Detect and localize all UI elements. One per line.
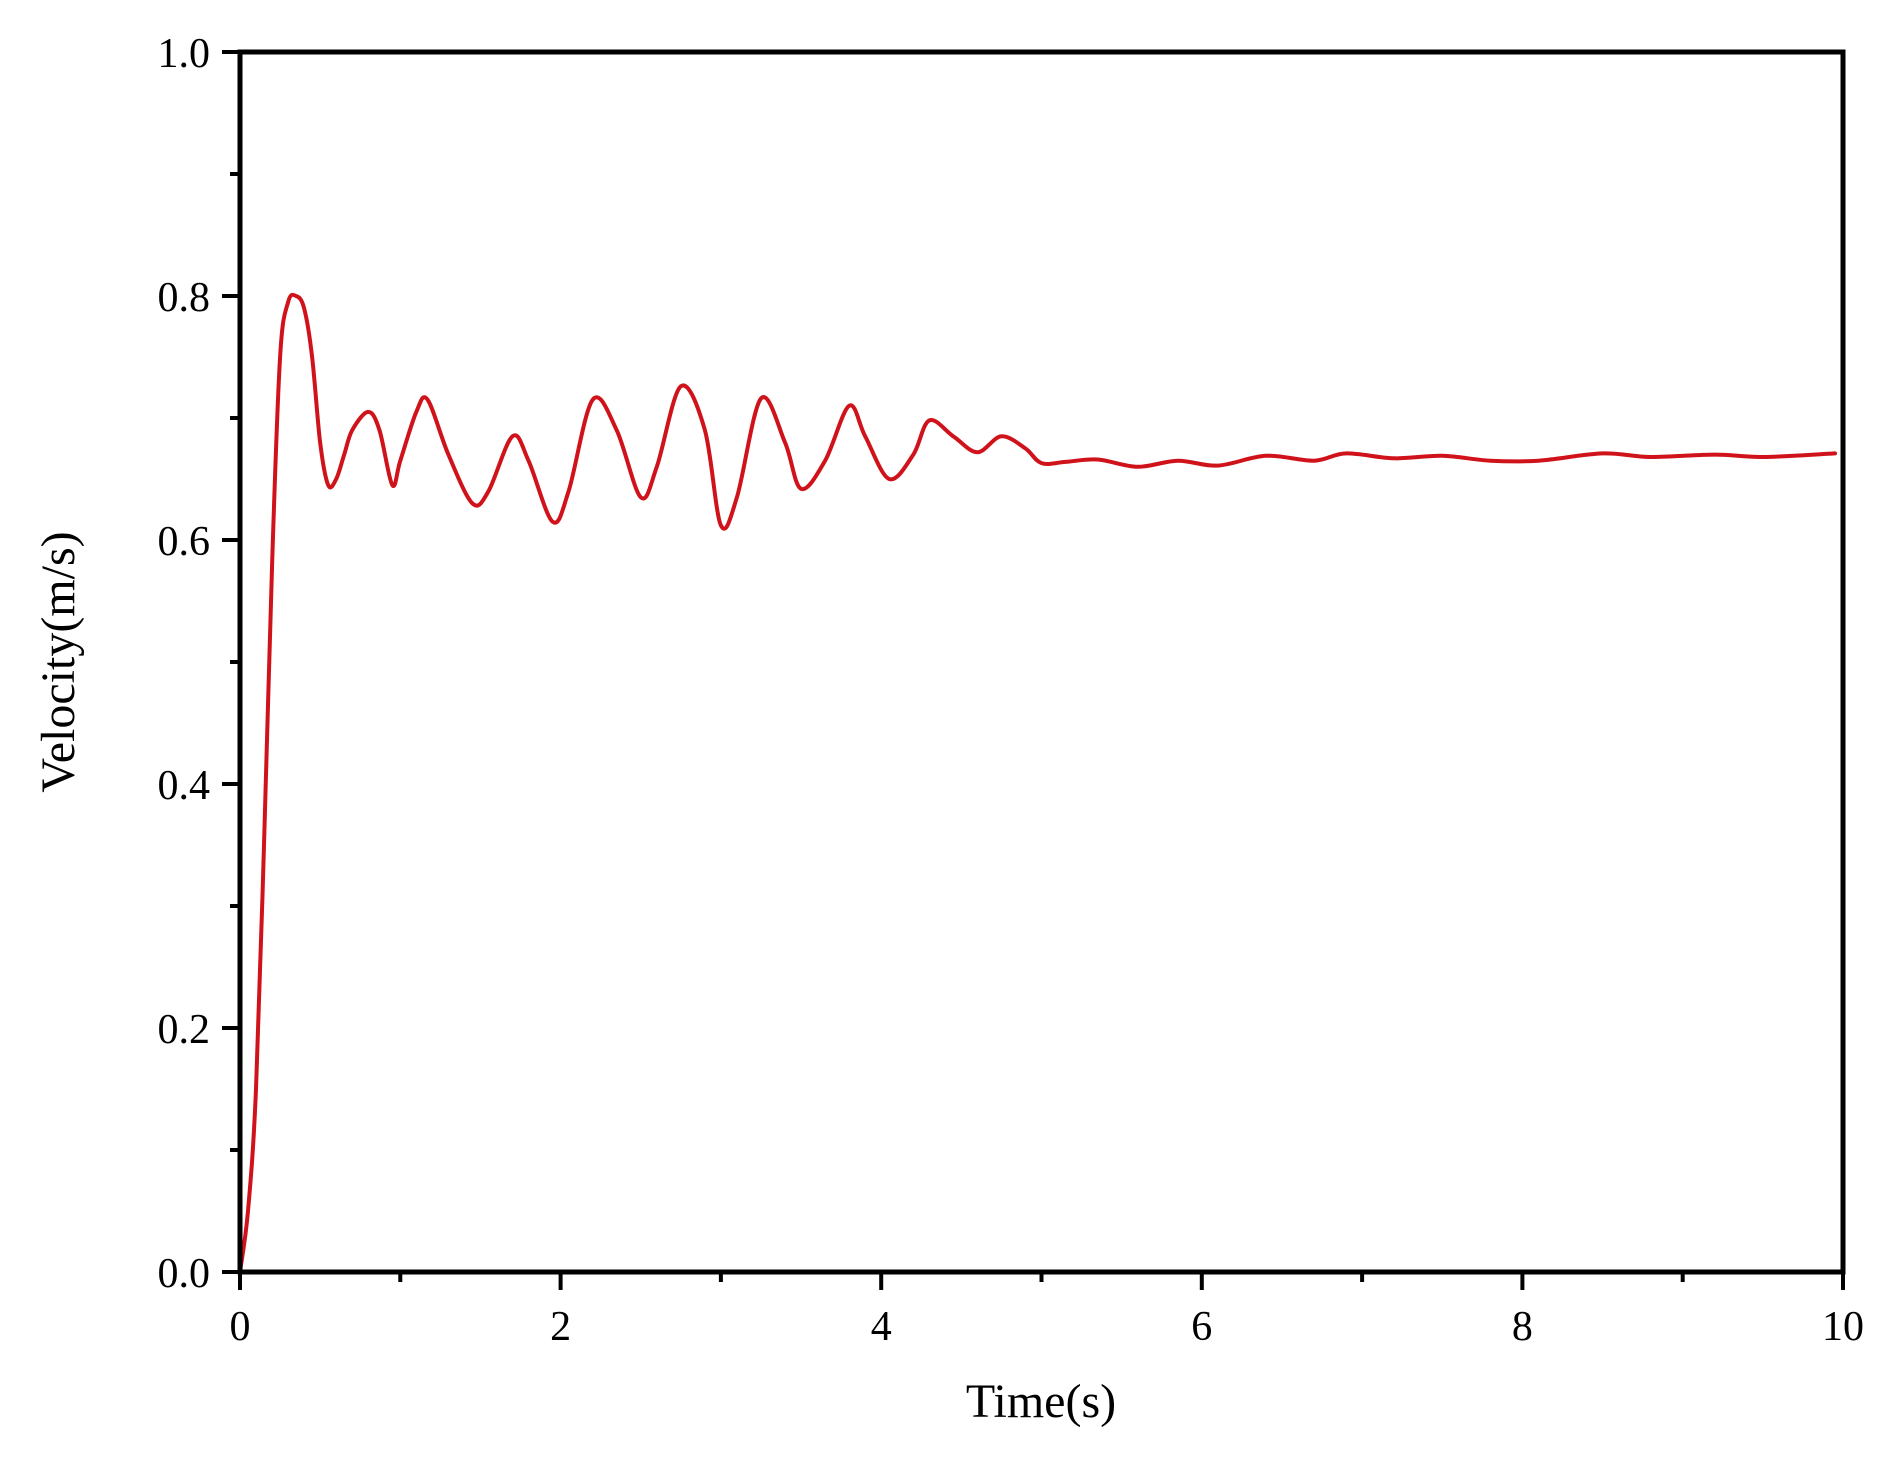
y-tick-label: 0.8: [158, 275, 211, 321]
y-tick-label: 1.0: [158, 31, 211, 77]
x-tick-label: 6: [1191, 1304, 1212, 1350]
x-axis-title: Time(s): [966, 1375, 1116, 1428]
x-tick-label: 10: [1822, 1304, 1864, 1350]
x-tick-label: 2: [550, 1304, 571, 1350]
y-tick-label: 0.2: [158, 1007, 211, 1053]
series-line-0: [238, 292, 1837, 1274]
y-axis-tick-labels: 0.0 0.2 0.4 0.6 0.8 1.0: [158, 31, 211, 1297]
x-axis-tick-labels: 0 2 4 6 8 10: [230, 1304, 1865, 1350]
x-axis-ticks: [238, 1272, 1845, 1290]
y-axis-ticks: [222, 50, 240, 1274]
y-tick-label: 0.6: [158, 519, 211, 565]
y-tick-label: 0.0: [158, 1251, 211, 1297]
x-tick-label: 8: [1512, 1304, 1533, 1350]
x-tick-label: 0: [230, 1304, 251, 1350]
y-tick-label: 0.4: [158, 763, 211, 809]
series-layer: [238, 292, 1837, 1274]
y-axis-title: Velocity(m/s): [32, 531, 85, 792]
x-tick-label: 4: [871, 1304, 892, 1350]
